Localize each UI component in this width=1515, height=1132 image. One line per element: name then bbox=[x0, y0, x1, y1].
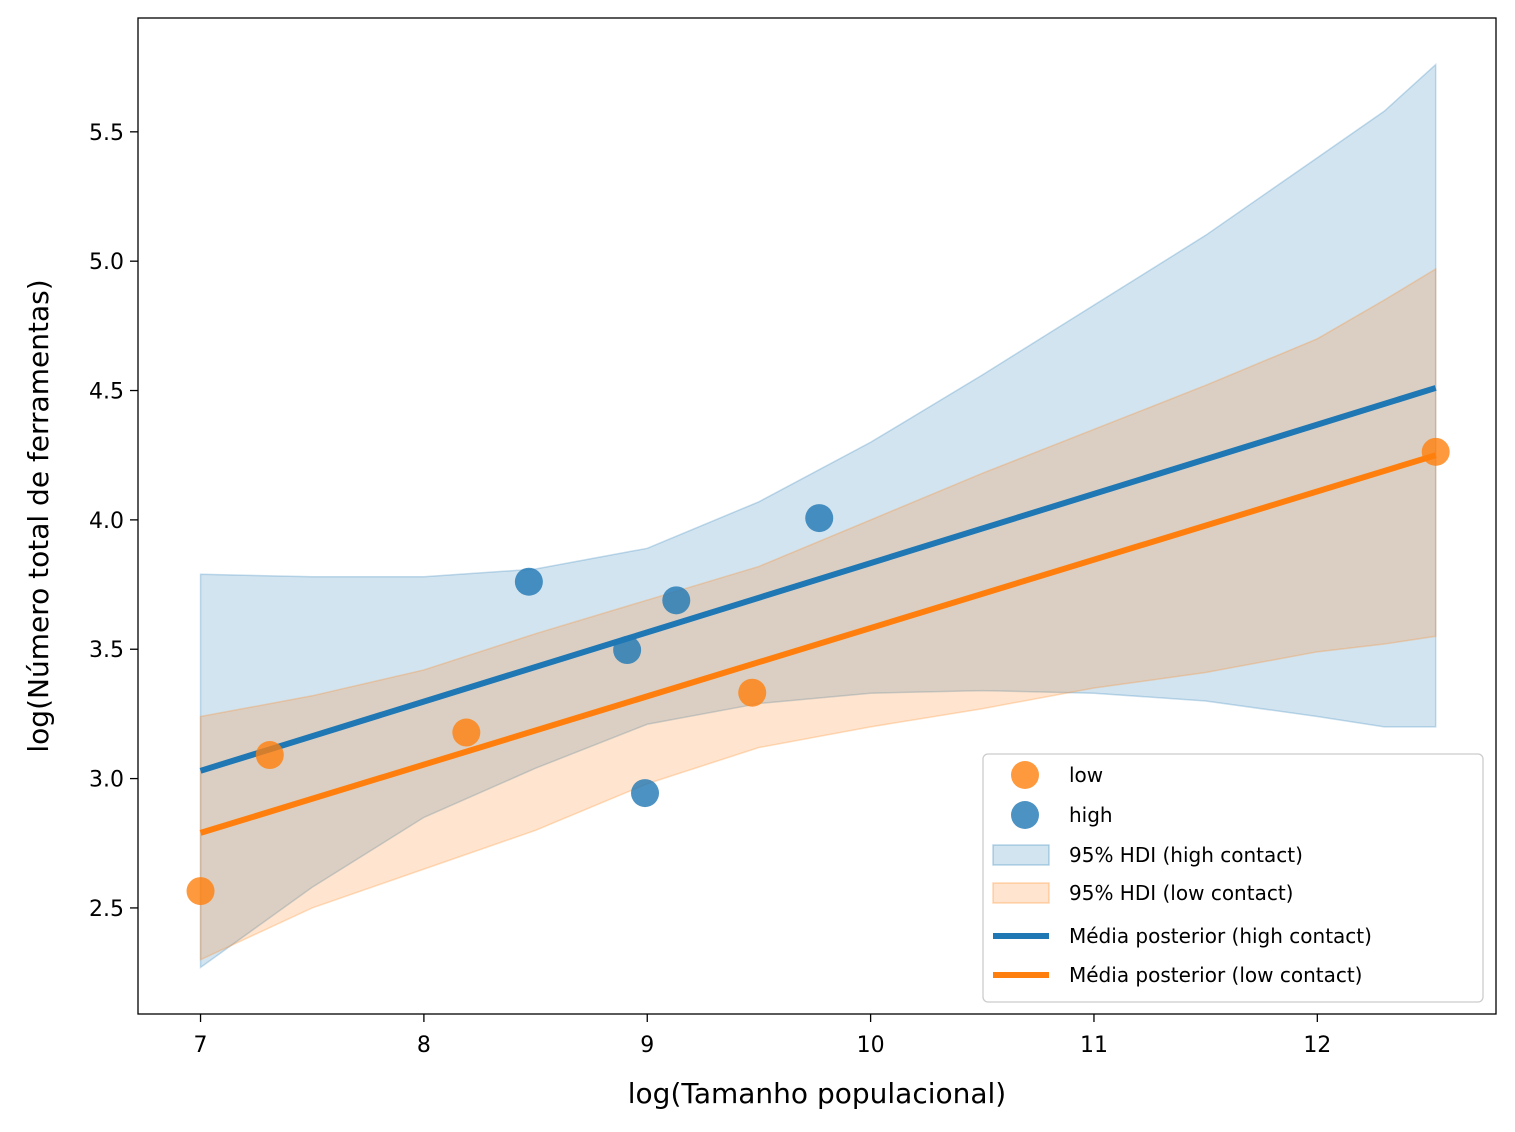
y-tick-label: 5.5 bbox=[89, 121, 124, 146]
legend-item-2-label: 95% HDI (high contact) bbox=[1069, 843, 1303, 867]
point-low-0 bbox=[186, 877, 215, 906]
y-axis-label: log(Número total de ferramentas) bbox=[22, 279, 55, 752]
legend-item-3-patch bbox=[992, 882, 1050, 904]
y-axis: 2.5 3.0 3.5 4.0 4.5 5.0 5.5 bbox=[89, 121, 138, 922]
x-tick-label: 7 bbox=[194, 1033, 208, 1058]
legend-item-2-patch bbox=[992, 844, 1050, 866]
x-tick-label: 8 bbox=[417, 1033, 431, 1058]
point-high-3 bbox=[662, 586, 691, 615]
y-tick-label: 2.5 bbox=[89, 897, 124, 922]
legend-item-1-label: high bbox=[1069, 803, 1113, 827]
x-tick-label: 10 bbox=[857, 1033, 885, 1058]
mean-line-low-contact bbox=[199, 452, 1437, 836]
posterior-mean-lines bbox=[199, 385, 1437, 836]
point-high-0 bbox=[514, 567, 543, 596]
y-tick-label: 3.5 bbox=[89, 638, 124, 663]
legend-item-3-label: 95% HDI (low contact) bbox=[1069, 881, 1293, 905]
y-tick-label: 4.5 bbox=[89, 380, 124, 405]
point-low-4 bbox=[1421, 437, 1450, 466]
x-axis: 7 8 9 10 11 12 bbox=[194, 1014, 1331, 1058]
mean-line-high-contact bbox=[199, 385, 1437, 774]
observed-points bbox=[186, 437, 1450, 906]
point-low-2 bbox=[452, 718, 481, 747]
legend-item-5-label: Média posterior (low contact) bbox=[1069, 963, 1362, 987]
legend-box bbox=[982, 753, 1484, 1003]
x-axis-label: log(Tamanho populacional) bbox=[628, 1077, 1006, 1110]
y-tick-label: 4.0 bbox=[89, 509, 124, 534]
y-tick-label: 3.0 bbox=[89, 768, 124, 793]
legend-item-1-marker bbox=[1011, 801, 1039, 829]
point-low-3 bbox=[738, 678, 767, 707]
legend-item-0-label: low bbox=[1069, 763, 1103, 787]
x-tick-label: 11 bbox=[1080, 1033, 1108, 1058]
legend-item-4-label: Média posterior (high contact) bbox=[1069, 924, 1372, 948]
legend: low high 95% HDI (high contact) 95% HDI (lo… bbox=[982, 753, 1484, 1003]
hdi-band-low-contact bbox=[199, 267, 1437, 961]
point-high-4 bbox=[805, 504, 834, 533]
legend-item-0-marker bbox=[1011, 761, 1039, 789]
point-high-2 bbox=[631, 779, 660, 808]
y-tick-label: 5.0 bbox=[89, 250, 124, 275]
x-tick-label: 12 bbox=[1303, 1033, 1331, 1058]
point-high-1 bbox=[613, 636, 642, 665]
point-low-1 bbox=[255, 741, 284, 770]
x-tick-label: 9 bbox=[640, 1033, 654, 1058]
plot-frame bbox=[137, 17, 1497, 1015]
